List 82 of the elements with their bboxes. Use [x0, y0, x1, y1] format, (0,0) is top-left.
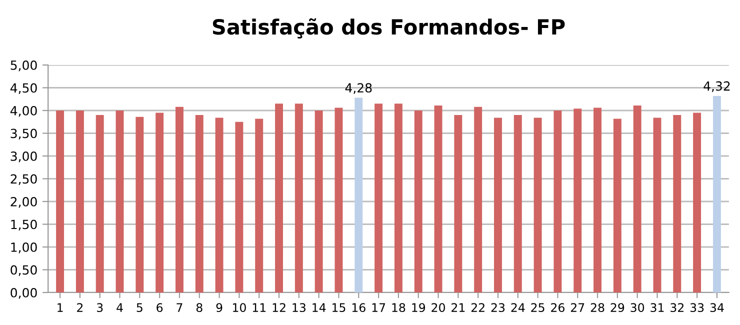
bar [275, 104, 283, 292]
bar [56, 110, 64, 292]
bar [334, 108, 343, 292]
x-tick-label: 29 [610, 303, 624, 312]
bar [96, 115, 104, 292]
x-tick-label: 32 [670, 303, 684, 312]
x-tick-label: 12 [272, 303, 286, 312]
bar [394, 104, 402, 292]
x-tick-label: 13 [292, 303, 306, 312]
x-tick-label: 11 [252, 303, 266, 312]
bar [494, 118, 502, 292]
y-tick-label: 1,00 [11, 242, 37, 254]
x-tick-label: 8 [196, 303, 202, 312]
x-tick-label: 14 [312, 303, 326, 312]
x-tick-label: 10 [232, 303, 246, 312]
bar [474, 106, 482, 292]
y-tick-label: 3,50 [10, 128, 37, 140]
x-tick-label: 17 [372, 303, 386, 312]
bar [613, 118, 622, 292]
bar [235, 122, 244, 292]
x-tick-label: 26 [551, 303, 564, 312]
bar [554, 110, 562, 292]
x-tick-label: 6 [156, 303, 163, 312]
bar [215, 118, 224, 292]
bar [633, 105, 642, 292]
y-tick-label: 4,50 [10, 83, 37, 94]
bar [294, 104, 303, 292]
x-tick-label: 5 [136, 303, 142, 312]
x-tick-label: 18 [392, 303, 406, 312]
x-tick-label: 31 [650, 303, 664, 312]
x-tick-label: 33 [690, 303, 704, 312]
bar [354, 98, 363, 292]
y-tick-label: 0,00 [10, 288, 37, 299]
bar [594, 108, 602, 292]
y-tick-label: 2,00 [10, 196, 37, 208]
bar [574, 108, 582, 292]
data-label: 4,28 [345, 83, 372, 94]
x-tick-label: 19 [412, 303, 426, 312]
bar [434, 105, 442, 292]
data-label: 4,32 [704, 81, 730, 92]
bar [314, 110, 323, 292]
x-tick-label: 34 [710, 303, 724, 312]
x-tick-label: 4 [116, 303, 123, 312]
x-tick-label: 7 [176, 303, 182, 312]
x-tick-label: 20 [432, 303, 445, 312]
y-tick-label: 1,50 [11, 220, 37, 230]
bar [653, 118, 662, 292]
y-tick-label: 0,50 [10, 265, 37, 276]
x-tick-label: 15 [332, 303, 346, 312]
y-tick-label: 2,50 [10, 174, 37, 185]
x-tick-label: 28 [590, 303, 604, 312]
y-tick-label: 3,00 [10, 151, 37, 162]
x-tick-label: 2 [77, 303, 83, 312]
x-tick-label: 23 [491, 303, 505, 312]
y-tick-label: 4,00 [10, 106, 37, 117]
x-tick-label: 27 [570, 303, 584, 312]
bar [116, 110, 124, 292]
bar [693, 112, 702, 292]
x-tick-label: 25 [531, 303, 544, 312]
x-tick-label: 9 [216, 303, 222, 312]
x-tick-label: 24 [511, 303, 525, 312]
y-tick-label: 5,00 [10, 60, 37, 72]
bar [374, 104, 383, 292]
x-tick-label: 3 [97, 303, 103, 312]
x-tick-label: 22 [471, 303, 484, 312]
x-tick-label: 1 [58, 303, 63, 312]
x-tick-label: 21 [452, 303, 465, 312]
bar [195, 115, 204, 292]
x-tick-label: 16 [352, 303, 366, 312]
bar [414, 110, 422, 292]
chart-title: Satisfação dos Formandos- FP [212, 18, 565, 39]
bar [673, 115, 682, 292]
bar [514, 115, 522, 292]
bar [454, 115, 462, 292]
bar [136, 116, 144, 292]
bar [156, 112, 164, 292]
bar [534, 118, 542, 292]
x-tick-label: 30 [630, 303, 644, 312]
bar [176, 106, 184, 292]
bar [255, 118, 264, 292]
bar [76, 110, 84, 292]
bar [712, 96, 721, 292]
